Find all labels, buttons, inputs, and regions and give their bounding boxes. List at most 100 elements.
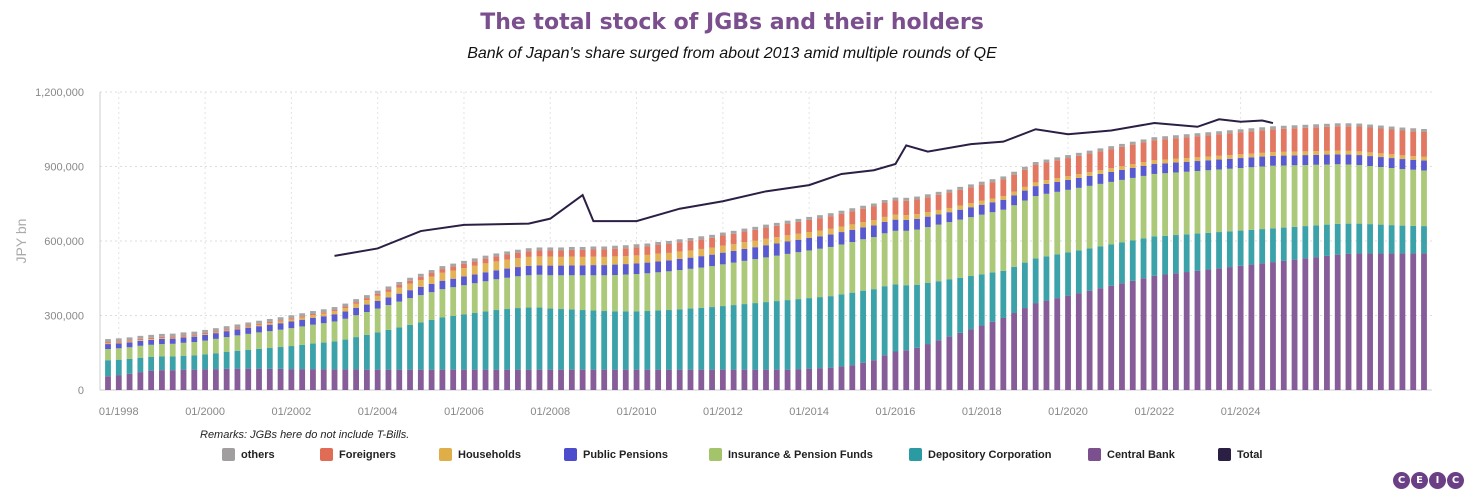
bar-segment-insurance-pension-funds [892, 230, 899, 285]
bar-segment-insurance-pension-funds [385, 305, 392, 330]
legend-item-households[interactable]: Households [439, 448, 521, 461]
bar-segment-others [277, 317, 284, 321]
legend-item-central-bank[interactable]: Central Bank [1088, 448, 1175, 461]
bar-segment-central-bank [870, 360, 877, 390]
bar-segment-insurance-pension-funds [1388, 167, 1395, 226]
bar-segment-foreigners [1216, 134, 1222, 156]
bar-segment-depository-corporation [590, 310, 597, 370]
bar-segment-households [1291, 151, 1298, 156]
bar-segment-public-pensions [245, 327, 252, 334]
bar-segment-central-bank [989, 321, 996, 390]
bar-segment-depository-corporation [126, 358, 133, 374]
bar-segment-insurance-pension-funds [730, 262, 737, 306]
logo-letter: I [1429, 472, 1446, 489]
legend-label: Depository Corporation [928, 448, 1052, 461]
bar-segment-central-bank [1021, 308, 1028, 390]
bar-segment-others [784, 220, 791, 224]
x-tick-label: 01/2020 [1048, 406, 1088, 418]
bar-segment-households [342, 308, 349, 312]
bar-segment-households [1388, 154, 1395, 159]
bar-segment-insurance-pension-funds [935, 224, 942, 282]
bar-segment-central-bank [115, 375, 122, 390]
y-axis-title: JPY bn [13, 219, 29, 264]
bar-segment-depository-corporation [644, 311, 651, 370]
bar-segment-foreigners [1356, 126, 1363, 152]
bar-segment-others [892, 197, 899, 201]
bar-segment-central-bank [957, 332, 964, 390]
bar-segment-insurance-pension-funds [1216, 169, 1222, 233]
bar-segment-central-bank [1388, 253, 1395, 390]
bar-segment-foreigners [903, 200, 910, 216]
bar-segment-households [558, 256, 564, 266]
bar-segment-public-pensions [1032, 186, 1039, 197]
bar-segment-others [374, 290, 381, 294]
bar-segment-households [914, 214, 920, 219]
bar-segment-foreigners [1097, 151, 1104, 171]
bar-segment-others [579, 246, 586, 250]
bar-segment-others [212, 328, 219, 332]
bar-segment-households [1108, 168, 1115, 172]
legend-item-public-pensions[interactable]: Public Pensions [564, 448, 668, 461]
legend-item-total[interactable]: Total [1218, 448, 1262, 461]
bar-segment-others [752, 226, 759, 230]
bar-segment-insurance-pension-funds [212, 338, 219, 354]
bar-segment-public-pensions [525, 265, 532, 276]
bar-segment-households [601, 256, 608, 266]
bar-segment-foreigners [1032, 165, 1039, 183]
bar-segment-foreigners [331, 310, 338, 312]
bar-segment-central-bank [407, 369, 413, 390]
bar-segment-central-bank [1043, 300, 1050, 390]
bar-segment-others [709, 234, 715, 238]
bar-segment-others [1000, 176, 1007, 180]
bar-segment-public-pensions [827, 234, 834, 247]
bar-segment-foreigners [1280, 128, 1287, 152]
legend-item-others[interactable]: others [222, 448, 275, 461]
bar-segment-insurance-pension-funds [342, 318, 349, 340]
bar-segment-central-bank [1054, 298, 1061, 390]
bar-segment-insurance-pension-funds [1367, 166, 1373, 225]
bar-segment-others [558, 247, 564, 251]
bar-segment-households [946, 207, 953, 213]
bar-segment-public-pensions [1388, 158, 1395, 168]
bar-segment-central-bank [212, 369, 219, 390]
bar-segment-insurance-pension-funds [310, 324, 316, 344]
bar-segment-depository-corporation [579, 310, 586, 370]
bar-segment-central-bank [439, 369, 446, 390]
bar-segment-central-bank [471, 369, 478, 390]
bar-segment-insurance-pension-funds [1399, 168, 1406, 226]
bar-segment-depository-corporation [568, 309, 575, 370]
bar-segment-depository-corporation [374, 332, 381, 370]
bar-segment-foreigners [1313, 127, 1320, 152]
bar-segment-depository-corporation [266, 348, 273, 369]
bar-segment-foreigners [612, 248, 618, 257]
bar-segment-public-pensions [978, 204, 985, 215]
bar-segment-others [191, 331, 198, 335]
bar-segment-foreigners [525, 251, 532, 257]
legend-item-depository-corporation[interactable]: Depository Corporation [909, 448, 1051, 461]
bar-segment-insurance-pension-funds [1119, 179, 1125, 243]
bar-segment-insurance-pension-funds [417, 295, 424, 323]
bar-segment-insurance-pension-funds [1345, 164, 1352, 224]
bar-segment-others [1054, 157, 1061, 161]
bar-segment-foreigners [450, 266, 457, 271]
bar-segment-central-bank [256, 368, 262, 390]
bar-segment-households [633, 255, 640, 264]
bar-segment-households [385, 291, 392, 298]
bar-segment-public-pensions [612, 264, 618, 276]
legend-item-insurance-pension-funds[interactable]: Insurance & Pension Funds [709, 448, 873, 461]
bar-segment-foreigners [719, 235, 726, 246]
bar-segment-foreigners [957, 189, 964, 206]
legend-swatch [909, 448, 922, 461]
bar-segment-insurance-pension-funds [1205, 170, 1212, 233]
bar-segment-central-bank [978, 325, 985, 390]
bar-segment-others [622, 245, 629, 249]
bar-segment-central-bank [137, 372, 144, 390]
bar-segment-central-bank [579, 369, 586, 390]
bar-segment-insurance-pension-funds [1421, 170, 1427, 227]
bar-segment-central-bank [105, 376, 111, 390]
bar-segment-others [363, 295, 370, 299]
bar-segment-foreigners [471, 261, 478, 266]
bar-segment-households [1086, 172, 1093, 176]
legend-item-foreigners[interactable]: Foreigners [320, 448, 396, 461]
bar-segment-others [148, 334, 155, 338]
